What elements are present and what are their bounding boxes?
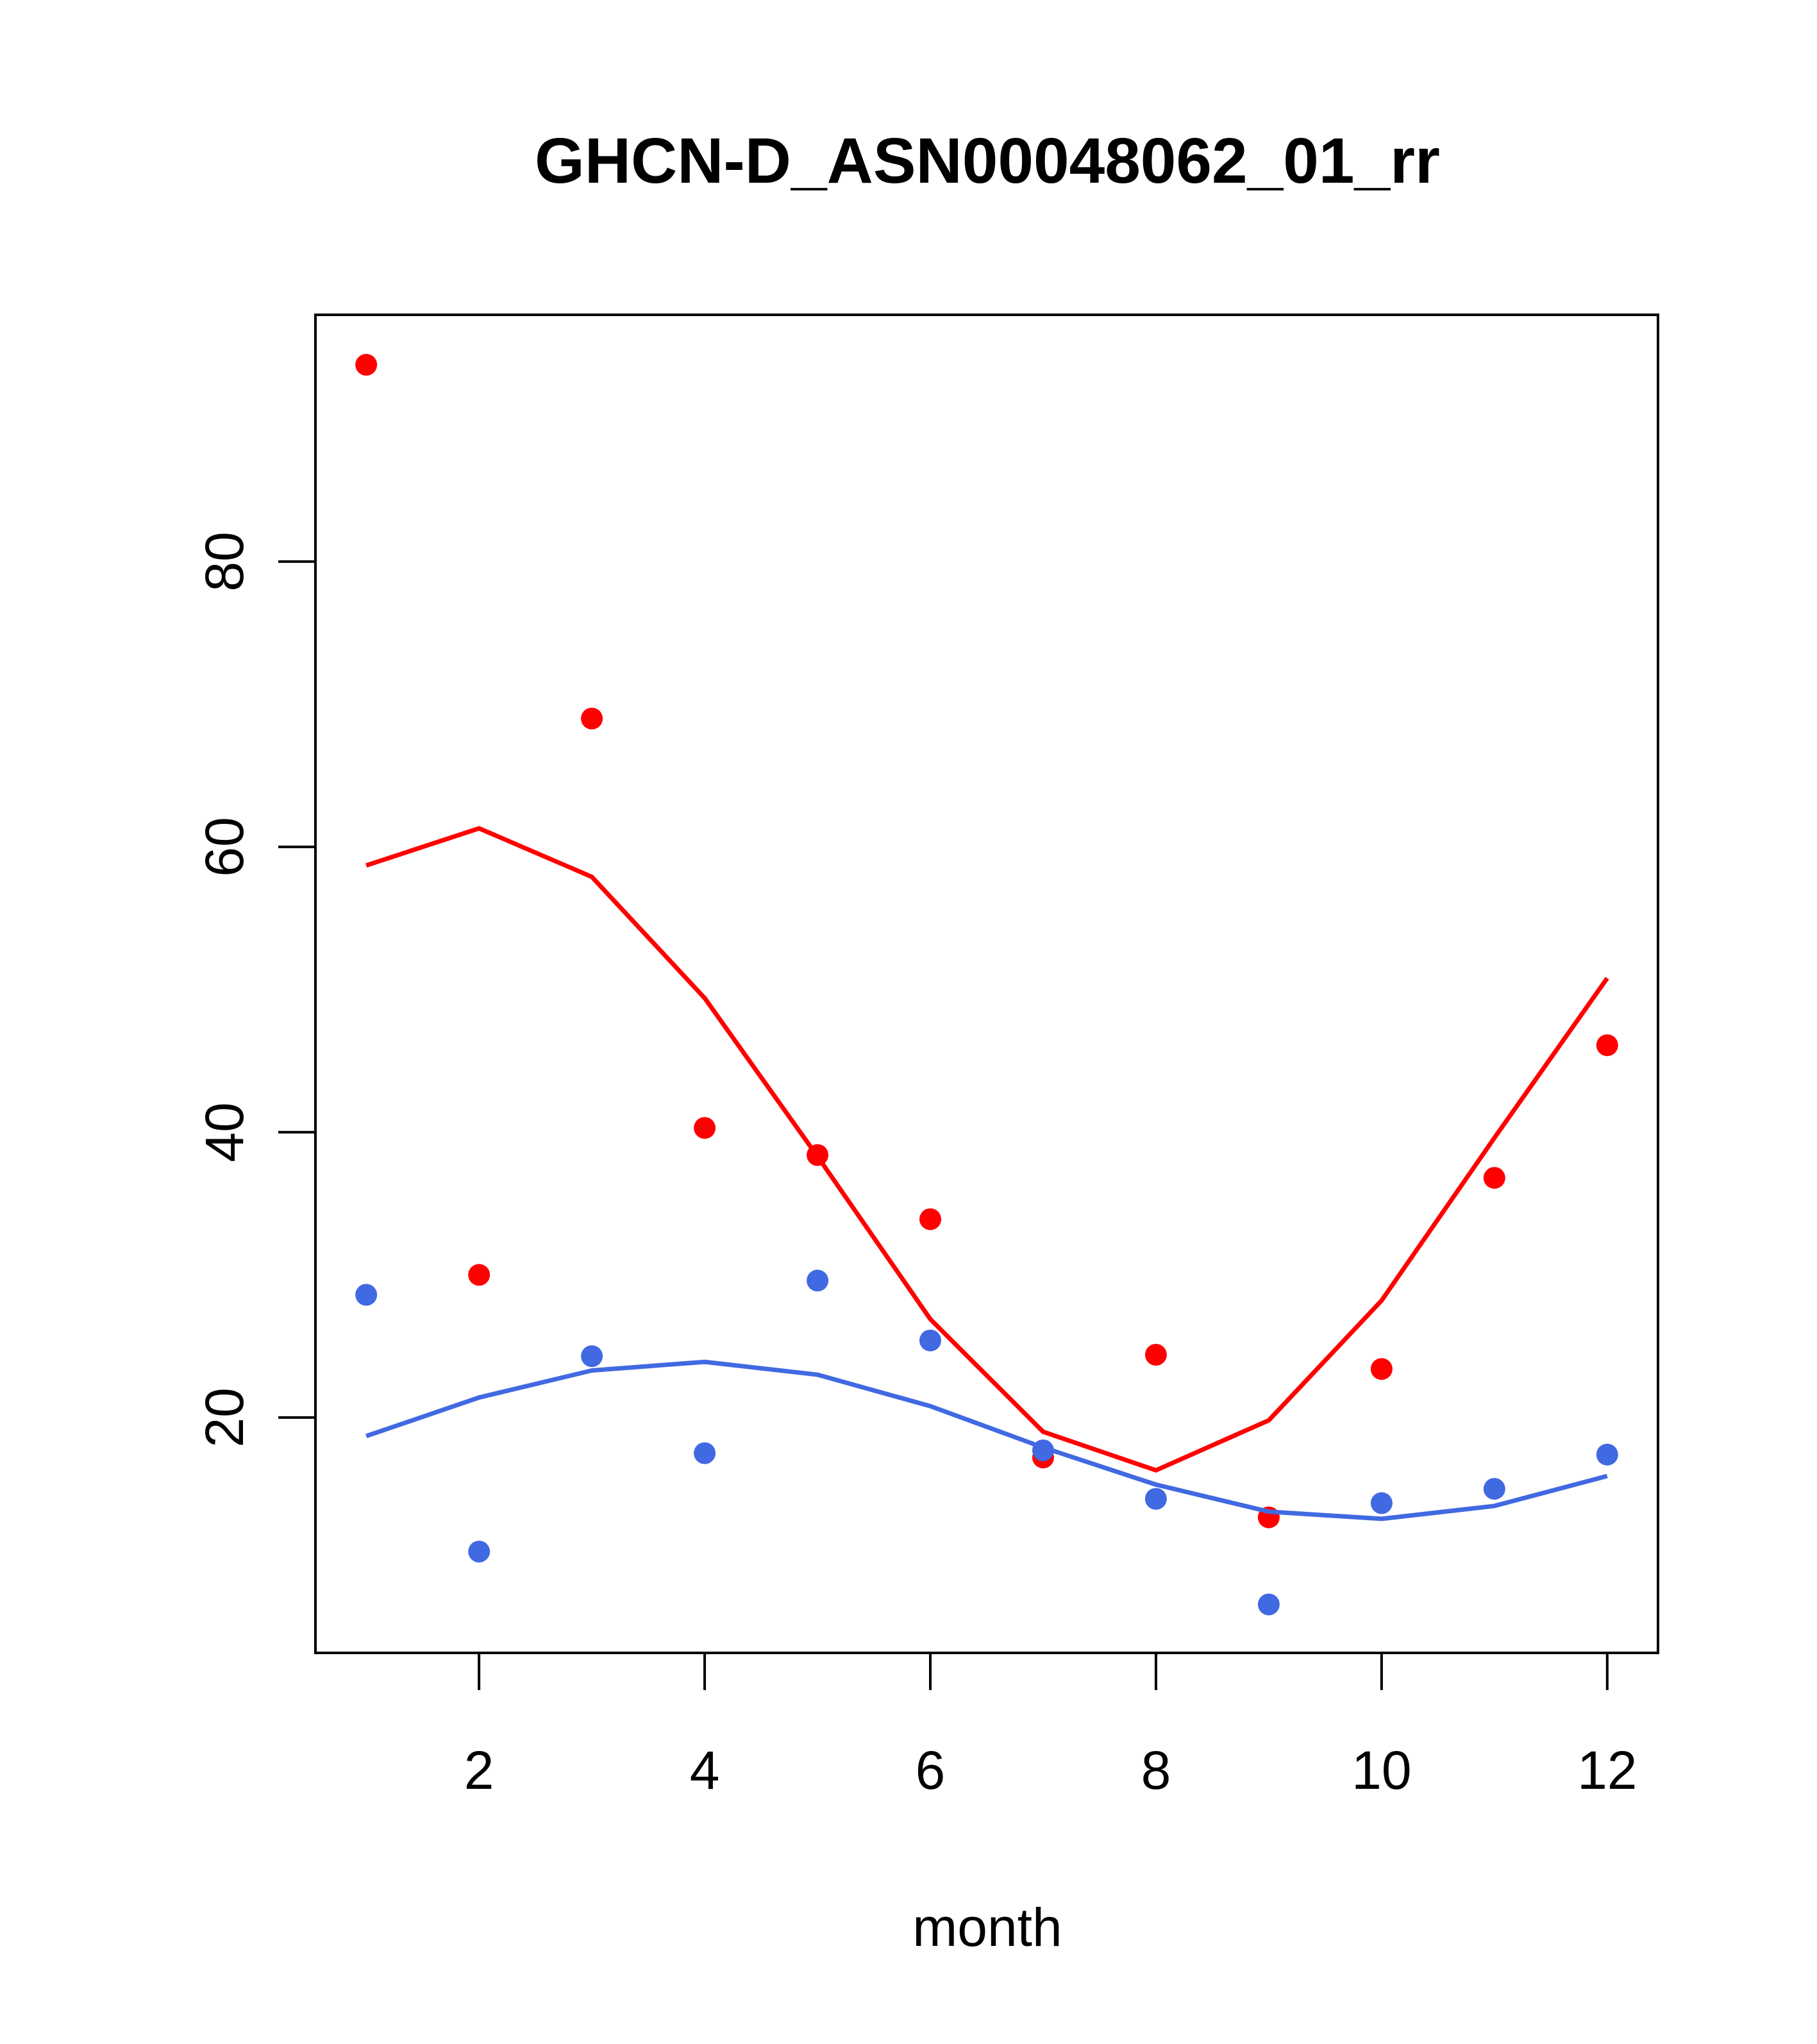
series-0-point xyxy=(468,1264,490,1286)
series-0-point xyxy=(807,1144,829,1166)
series-1-point xyxy=(1144,1487,1167,1510)
y-axis: 20 40 60 80 xyxy=(194,532,317,1448)
y-tick-label: 40 xyxy=(194,1102,255,1162)
series-layer xyxy=(355,353,1618,1616)
series-0-point xyxy=(694,1117,716,1139)
series-0-point xyxy=(1483,1167,1505,1189)
series-1-point xyxy=(581,1345,603,1368)
series-1-point xyxy=(1596,1443,1618,1466)
series-1-fit-line xyxy=(365,1359,1608,1521)
x-tick-label: 6 xyxy=(916,1740,946,1800)
series-1-point xyxy=(694,1442,716,1464)
chart-title: GHCN-D_ASN00048062_01_rr xyxy=(535,125,1440,197)
plot-frame xyxy=(314,314,1659,1654)
series-1-point xyxy=(1483,1478,1505,1500)
series-0-fit-line xyxy=(365,826,1609,1473)
x-tick-label: 10 xyxy=(1352,1740,1411,1800)
series-1-point xyxy=(1370,1492,1393,1514)
x-tick-label: 8 xyxy=(1141,1740,1171,1800)
series-0-point xyxy=(1144,1344,1167,1366)
series-1-point xyxy=(1257,1593,1280,1616)
x-tick-label: 12 xyxy=(1577,1740,1637,1800)
series-0-point xyxy=(1596,1034,1618,1057)
y-tick-label: 20 xyxy=(194,1387,255,1447)
y-tick-label: 60 xyxy=(194,817,255,876)
x-tick-label: 4 xyxy=(690,1740,720,1800)
y-tick-label: 80 xyxy=(194,532,255,591)
series-0-point xyxy=(581,707,603,730)
x-axis-label: month xyxy=(912,1897,1062,1957)
series-0-point xyxy=(355,353,378,376)
series-1-point xyxy=(919,1329,941,1352)
series-1-point xyxy=(1032,1439,1054,1462)
series-1-point xyxy=(807,1269,829,1292)
series-0-point xyxy=(919,1208,941,1230)
series-0-point xyxy=(1370,1358,1393,1380)
series-1-point xyxy=(355,1284,378,1306)
series-1-point xyxy=(468,1541,490,1562)
x-tick-label: 2 xyxy=(464,1740,494,1800)
x-axis: 2 4 6 8 10 12 xyxy=(464,1652,1637,1800)
